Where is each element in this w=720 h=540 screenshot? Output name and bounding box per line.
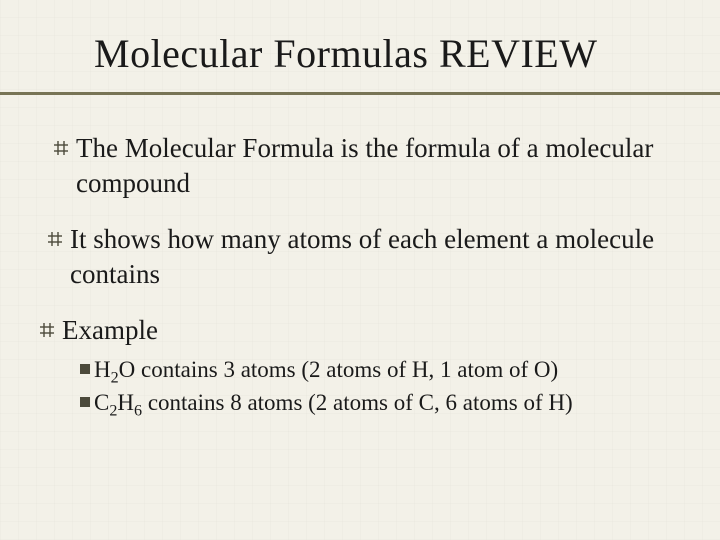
formula-part: C [94, 390, 109, 415]
bullet-item: Example [40, 313, 680, 348]
sub-bullet-item: C2H6 contains 8 atoms (2 atoms of C, 6 a… [80, 387, 680, 418]
formula-subscript: 2 [111, 369, 119, 386]
formula-part: O [119, 357, 136, 382]
bullet-item: The Molecular Formula is the formula of … [54, 131, 680, 200]
sub-bullet-rest: contains 3 atoms (2 atoms of H, 1 atom o… [135, 357, 558, 382]
slide: Molecular Formulas REVIEW The Molecular … [0, 0, 720, 540]
hash-frame-icon [40, 323, 54, 337]
slide-body: The Molecular Formula is the formula of … [40, 131, 680, 418]
hash-frame-icon [48, 232, 62, 246]
square-icon [80, 397, 90, 407]
bullet-text: The Molecular Formula is the formula of … [76, 131, 680, 200]
bullet-text: It shows how many atoms of each element … [70, 222, 680, 291]
bullet-text: Example [62, 313, 158, 348]
sub-bullet-text: H2O contains 3 atoms (2 atoms of H, 1 at… [94, 354, 558, 385]
sub-bullet-rest: contains 8 atoms (2 atoms of C, 6 atoms … [142, 390, 573, 415]
sub-bullet-item: H2O contains 3 atoms (2 atoms of H, 1 at… [80, 354, 680, 385]
formula-part: H [117, 390, 134, 415]
formula-subscript: 6 [134, 402, 142, 419]
hash-frame-icon [54, 141, 68, 155]
slide-title: Molecular Formulas REVIEW [94, 30, 680, 77]
formula-part: H [94, 357, 111, 382]
sub-bullet-list: H2O contains 3 atoms (2 atoms of H, 1 at… [80, 354, 680, 418]
title-underline [0, 92, 720, 95]
bullet-item: It shows how many atoms of each element … [48, 222, 680, 291]
square-icon [80, 364, 90, 374]
sub-bullet-text: C2H6 contains 8 atoms (2 atoms of C, 6 a… [94, 387, 573, 418]
